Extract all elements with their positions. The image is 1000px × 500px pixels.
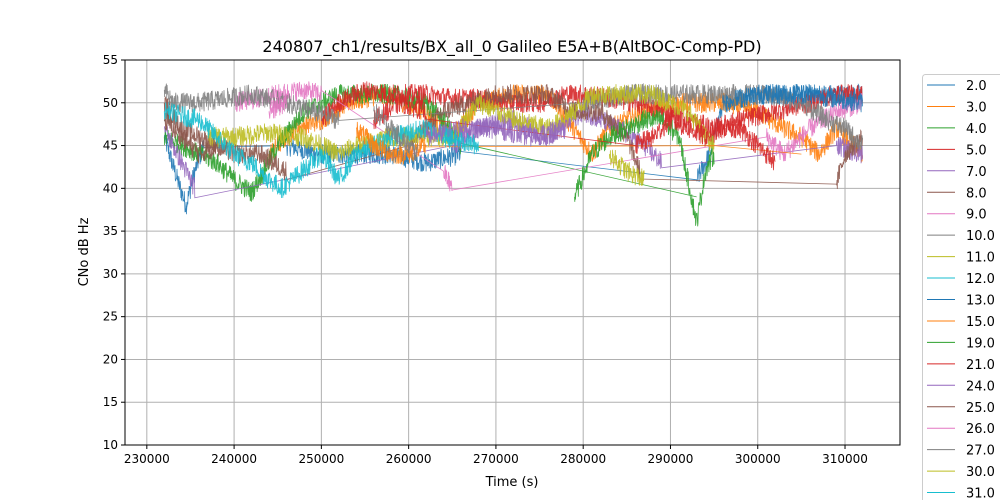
- x-axis-label: Time (s): [485, 475, 539, 490]
- series-line-25.0: [163, 112, 217, 164]
- legend-label: 19.0: [966, 336, 995, 351]
- legend-label: 7.0: [966, 165, 987, 180]
- chart-title: 240807_ch1/results/BX_all_0 Galileo E5A+…: [262, 37, 761, 57]
- legend-label: 30.0: [966, 465, 995, 480]
- series-line-21.0: [373, 93, 776, 171]
- y-tick-label: 25: [103, 310, 118, 324]
- legend-label: 2.0: [966, 79, 987, 94]
- y-tick-label: 40: [103, 181, 118, 195]
- x-tick-label: 250000: [298, 452, 344, 466]
- legend: 2.0 3.0 4.0 5.0 7.0 8.0 9.0 10.0 11.0 12.0 13.0 15.…: [922, 74, 1000, 500]
- series-lines: [163, 81, 863, 227]
- legend-label: 4.0: [966, 122, 987, 137]
- series-line-31.0: [443, 127, 479, 155]
- plot-frame: [124, 59, 901, 446]
- legend-label: 13.0: [966, 294, 995, 309]
- x-tick-label: 270000: [473, 452, 519, 466]
- legend-label: 3.0: [966, 100, 987, 115]
- x-tick-label: 260000: [386, 452, 432, 466]
- y-tick-label: 20: [103, 352, 118, 366]
- legend-label: 10.0: [966, 229, 995, 244]
- y-tick-label: 10: [103, 438, 118, 452]
- x-tick-label: 280000: [560, 452, 606, 466]
- legend-label: 25.0: [966, 401, 995, 416]
- y-tick-label: 45: [103, 139, 118, 153]
- x-tick-label: 240000: [211, 452, 257, 466]
- legend-label: 12.0: [966, 272, 995, 287]
- series-line-30.0: [609, 149, 645, 186]
- y-tick-label: 35: [103, 224, 118, 238]
- y-tick-label: 50: [103, 96, 118, 110]
- legend-label: 9.0: [966, 208, 987, 223]
- x-tick-label: 300000: [735, 452, 781, 466]
- series-line-27.0: [373, 104, 418, 161]
- y-axis-label: CNo dB Hz: [77, 217, 92, 286]
- legend-label: 11.0: [966, 251, 995, 266]
- y-tick-label: 55: [103, 53, 118, 67]
- legend-label: 8.0: [966, 186, 987, 201]
- x-tick-label: 310000: [822, 452, 868, 466]
- x-tick-label: 230000: [124, 452, 170, 466]
- series-line-26.0: [268, 92, 287, 119]
- legend-label: 5.0: [966, 143, 987, 158]
- legend-label: 21.0: [966, 358, 995, 373]
- axis-ticks: 230000 240000 250000 260000 270000 280000 2900…: [103, 53, 868, 466]
- legend-label: 24.0: [966, 379, 995, 394]
- series-line-19.0: [574, 109, 715, 227]
- y-tick-label: 30: [103, 267, 118, 281]
- series-line-13.0: [722, 83, 863, 113]
- legend-label: 31.0: [966, 487, 995, 500]
- legend-label: 15.0: [966, 315, 995, 330]
- legend-label: 26.0: [966, 422, 995, 437]
- x-tick-label: 290000: [648, 452, 694, 466]
- y-tick-label: 15: [103, 395, 118, 409]
- legend-label: 27.0: [966, 444, 995, 459]
- legend-box: [922, 74, 1000, 500]
